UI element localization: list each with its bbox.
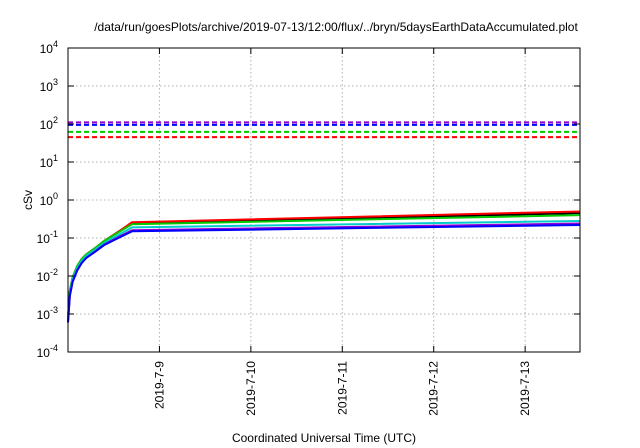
y-tick-exponent: -3 bbox=[50, 305, 58, 315]
y-tick-base: 10 bbox=[40, 80, 54, 94]
x-tick-label: 2019-7-12 bbox=[427, 361, 441, 416]
grid bbox=[68, 47, 580, 353]
chart-title: /data/run/goesPlots/archive/2019-07-13/1… bbox=[94, 20, 578, 34]
y-tick-base: 10 bbox=[40, 156, 54, 170]
y-tick-exponent: 2 bbox=[53, 115, 58, 125]
y-axis-label: cSv bbox=[21, 190, 35, 210]
y-tick-label: 100 bbox=[40, 191, 58, 208]
x-axis-label: Coordinated Universal Time (UTC) bbox=[232, 431, 416, 445]
x-tick-label: 2019-7-11 bbox=[335, 361, 349, 415]
y-tick-base: 10 bbox=[37, 308, 51, 322]
y-tick-label: 10-4 bbox=[37, 343, 58, 360]
y-tick-base: 10 bbox=[37, 232, 51, 246]
threshold-lines bbox=[68, 121, 580, 139]
y-tick-exponent: 1 bbox=[53, 153, 58, 163]
y-tick-base: 10 bbox=[40, 42, 54, 56]
y-tick-label: 104 bbox=[40, 39, 58, 56]
series-line bbox=[67, 220, 581, 320]
y-tick-exponent: 3 bbox=[53, 77, 58, 87]
series-lines bbox=[67, 210, 581, 323]
x-tick-label: 2019-7-13 bbox=[518, 361, 532, 416]
y-tick-label: 103 bbox=[40, 77, 58, 94]
y-tick-base: 10 bbox=[40, 194, 54, 208]
y-tick-exponent: -4 bbox=[50, 343, 58, 353]
x-tick-label: 2019-7-10 bbox=[244, 361, 258, 416]
x-tick-label: 2019-7-9 bbox=[152, 361, 166, 409]
y-tick-base: 10 bbox=[37, 270, 51, 284]
y-tick-exponent: 0 bbox=[53, 191, 58, 201]
y-tick-base: 10 bbox=[40, 118, 54, 132]
y-tick-exponent: -1 bbox=[50, 229, 58, 239]
y-tick-label: 10-2 bbox=[37, 267, 58, 284]
y-tick-label: 10-3 bbox=[37, 305, 58, 322]
y-tick-exponent: 4 bbox=[53, 39, 58, 49]
y-tick-label: 101 bbox=[40, 153, 58, 170]
y-tick-base: 10 bbox=[37, 346, 51, 360]
y-tick-label: 10-1 bbox=[37, 229, 58, 246]
y-tick-label: 102 bbox=[40, 115, 58, 132]
series-line bbox=[67, 223, 581, 323]
y-tick-exponent: -2 bbox=[50, 267, 58, 277]
